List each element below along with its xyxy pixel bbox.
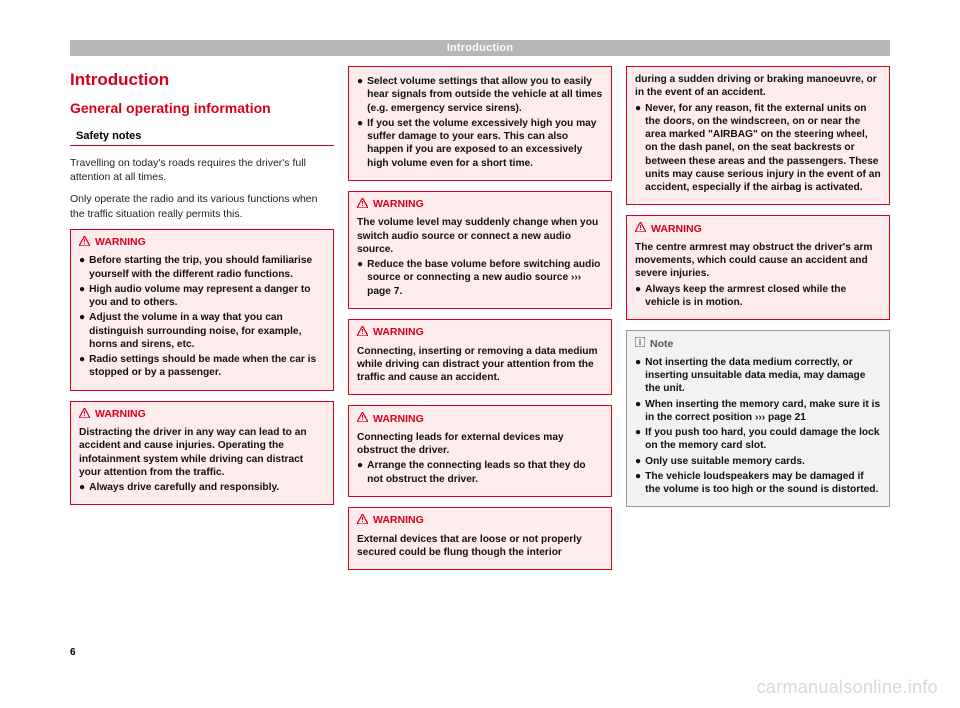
warning-label: WARNING: [373, 326, 424, 340]
body-text: Only operate the radio and its various f…: [70, 192, 334, 220]
warning-title: WARNING: [357, 198, 603, 213]
warning-box-continued: ●Select volume settings that allow you t…: [348, 66, 612, 181]
note-label: Note: [650, 338, 673, 352]
bullet-item: ●Select volume settings that allow you t…: [357, 75, 603, 115]
warning-label: WARNING: [373, 514, 424, 528]
manual-page: Introduction Introduction General operat…: [70, 40, 890, 660]
column-2: ●Select volume settings that allow you t…: [348, 66, 612, 570]
warning-text: Connecting, inserting or removing a data…: [357, 345, 603, 385]
warning-box: WARNING ●Before starting the trip, you s…: [70, 229, 334, 391]
info-icon: [635, 337, 645, 352]
warning-text: The volume level may suddenly change whe…: [357, 216, 603, 256]
bullet-item: ●Always keep the armrest closed while th…: [635, 283, 881, 310]
warning-icon: [357, 198, 368, 213]
warning-box: WARNING External devices that are loose …: [348, 507, 612, 570]
bullet-item: ●Before starting the trip, you should fa…: [79, 254, 325, 281]
warning-title: WARNING: [79, 236, 325, 251]
bullet-item: ● Reduce the base volume before switchin…: [357, 258, 603, 298]
bullet-item: ●Not inserting the data medium correctly…: [635, 356, 881, 396]
note-title: Note: [635, 337, 881, 352]
warning-icon: [357, 514, 368, 529]
subsection-title: Safety notes: [70, 130, 334, 146]
warning-box: WARNING Connecting, inserting or removin…: [348, 319, 612, 395]
warning-box: WARNING The volume level may suddenly ch…: [348, 191, 612, 309]
warning-label: WARNING: [651, 223, 702, 237]
bullet-item: ●The vehicle loudspeakers may be damaged…: [635, 470, 881, 497]
warning-label: WARNING: [373, 413, 424, 427]
warning-text: Distracting the driver in any way can le…: [79, 426, 325, 479]
warning-icon: [79, 236, 90, 251]
bullet-item: ●Adjust the volume in a way that you can…: [79, 311, 325, 351]
warning-text: External devices that are loose or not p…: [357, 533, 603, 560]
column-3: during a sudden driving or braking manoe…: [626, 66, 890, 570]
warning-title: WARNING: [635, 222, 881, 237]
warning-label: WARNING: [373, 198, 424, 212]
bullet-item: ●Only use suitable memory cards.: [635, 455, 881, 468]
warning-icon: [635, 222, 646, 237]
bullet-item: ●Radio settings should be made when the …: [79, 353, 325, 380]
warning-box-continued: during a sudden driving or braking manoe…: [626, 66, 890, 205]
warning-label: WARNING: [95, 236, 146, 250]
watermark-text: carmanualsonline.info: [757, 677, 938, 698]
warning-icon: [79, 408, 90, 423]
body-text: Travelling on today's roads requires the…: [70, 156, 334, 184]
warning-box: WARNING Connecting leads for external de…: [348, 405, 612, 497]
bullet-item: ●Always drive carefully and responsibly.: [79, 481, 325, 494]
bullet-item: ●Arrange the connecting leads so that th…: [357, 459, 603, 486]
warning-title: WARNING: [79, 408, 325, 423]
warning-icon: [357, 326, 368, 341]
page-number: 6: [70, 647, 76, 658]
warning-label: WARNING: [95, 408, 146, 422]
warning-text: The centre armrest may obstruct the driv…: [635, 241, 881, 281]
warning-icon: [357, 412, 368, 427]
warning-title: WARNING: [357, 412, 603, 427]
page-reference-link[interactable]: ››› page 21: [755, 412, 806, 423]
section-title: General operating information: [70, 100, 334, 116]
warning-text: Connecting leads for external devices ma…: [357, 431, 603, 458]
bullet-item: ●High audio volume may represent a dange…: [79, 283, 325, 310]
warning-title: WARNING: [357, 326, 603, 341]
warning-title: WARNING: [357, 514, 603, 529]
warning-box: WARNING Distracting the driver in any wa…: [70, 401, 334, 506]
column-1: Introduction General operating informati…: [70, 66, 334, 570]
chapter-title: Introduction: [70, 70, 334, 90]
note-box: Note ●Not inserting the data medium corr…: [626, 330, 890, 507]
page-header: Introduction: [70, 40, 890, 56]
warning-box: WARNING The centre armrest may obstruct …: [626, 215, 890, 320]
bullet-item: ●If you push too hard, you could damage …: [635, 426, 881, 453]
bullet-item: ●Never, for any reason, fit the external…: [635, 102, 881, 195]
bullet-item: ●If you set the volume excessively high …: [357, 117, 603, 170]
content-columns: Introduction General operating informati…: [70, 66, 890, 570]
warning-text: during a sudden driving or braking manoe…: [635, 73, 881, 100]
bullet-item: ● When inserting the memory card, make s…: [635, 398, 881, 425]
